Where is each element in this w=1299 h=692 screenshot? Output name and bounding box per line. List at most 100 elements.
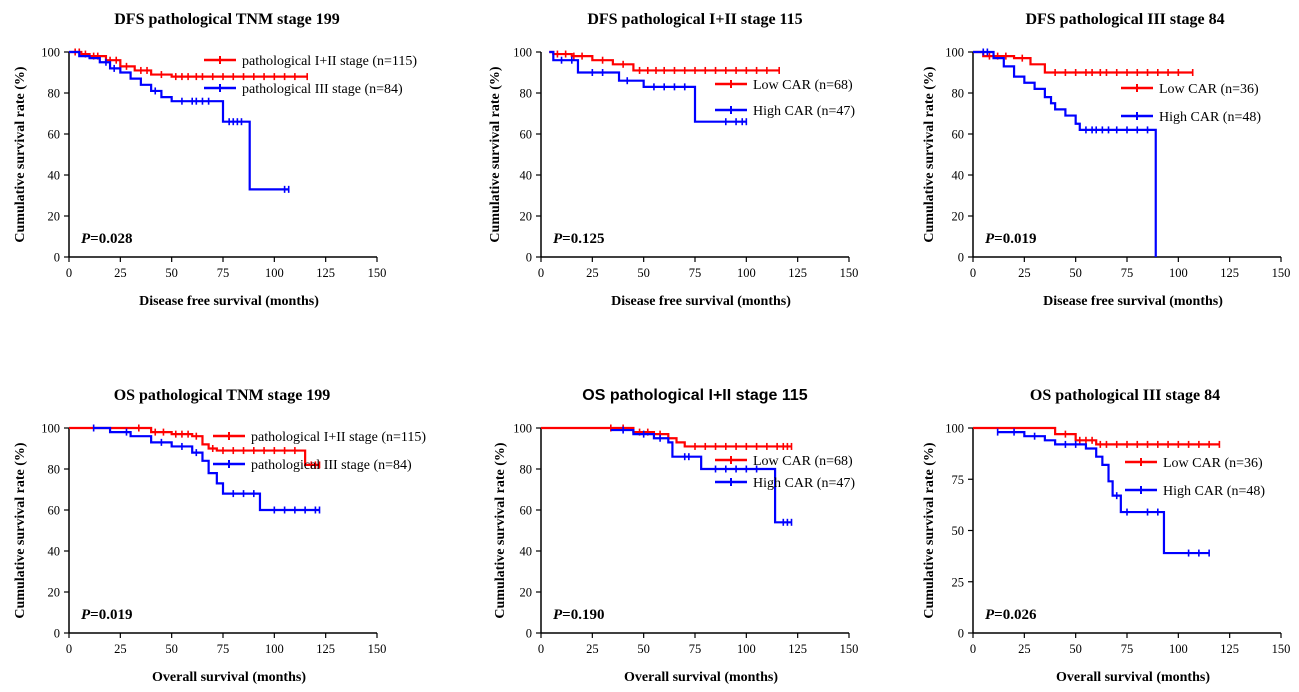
x-tick-label: 150	[840, 642, 859, 656]
p-value: P=0.019	[81, 607, 132, 623]
x-tick-label: 75	[689, 642, 702, 656]
y-tick-label: 60	[48, 128, 61, 142]
chart-title: OS pathological TNM stage 199	[114, 387, 331, 404]
legend-label: High CAR (n=48)	[1163, 484, 1265, 499]
x-tick-label: 0	[538, 642, 544, 656]
p-number: =0.125	[562, 231, 604, 247]
y-tick-label: 100	[945, 422, 964, 436]
x-tick-label: 75	[689, 266, 702, 280]
p-symbol: P	[553, 231, 563, 247]
p-number: =0.019	[90, 607, 132, 623]
p-symbol: P	[985, 231, 995, 247]
y-tick-label: 20	[48, 586, 61, 600]
y-tick-label: 0	[54, 627, 60, 641]
x-axis-label: Disease free survival (months)	[139, 294, 319, 309]
y-tick-label: 75	[952, 473, 965, 487]
y-axis-label: Cumulative survival rate (%)	[922, 442, 937, 618]
survival-curve-2	[549, 50, 747, 123]
x-tick-label: 150	[1272, 266, 1291, 280]
x-tick-label: 50	[637, 642, 650, 656]
y-tick-label: 0	[54, 251, 60, 265]
survival-curve-2	[997, 431, 1210, 555]
survival-curve-1	[69, 426, 320, 466]
survival-curve-1	[541, 426, 792, 448]
y-tick-label: 0	[526, 251, 532, 265]
y-tick-label: 60	[520, 128, 533, 142]
chart-title: DFS pathological TNM stage 199	[114, 11, 339, 28]
legend-label: pathological III stage (n=84)	[242, 82, 403, 97]
chart-title: OS pathological III stage 84	[1030, 387, 1220, 404]
legend-label: Low CAR (n=36)	[1163, 456, 1263, 471]
y-tick-label: 100	[513, 46, 532, 60]
x-tick-label: 25	[586, 642, 599, 656]
legend-label: High CAR (n=47)	[753, 104, 855, 119]
y-axis-label: Cumulative survival rate (%)	[493, 442, 508, 618]
x-tick-label: 150	[368, 266, 387, 280]
x-tick-label: 25	[1018, 266, 1031, 280]
y-tick-label: 0	[958, 627, 964, 641]
x-tick-label: 100	[265, 642, 284, 656]
p-value: P=0.190	[553, 607, 604, 623]
chart-title: DFS pathological I+II stage 115	[587, 11, 802, 28]
p-number: =0.028	[90, 231, 132, 247]
x-tick-label: 0	[66, 266, 72, 280]
y-tick-label: 100	[41, 422, 60, 436]
y-tick-label: 40	[952, 169, 965, 183]
x-tick-label: 75	[217, 642, 230, 656]
x-tick-label: 125	[788, 266, 807, 280]
y-tick-label: 60	[520, 504, 533, 518]
p-value: P=0.019	[985, 231, 1036, 247]
p-symbol: P	[553, 607, 563, 623]
y-tick-label: 40	[520, 169, 533, 183]
survival-curve-2	[69, 50, 289, 191]
y-axis-label: Cumulative survival rate (%)	[922, 66, 937, 242]
p-number: =0.190	[562, 607, 604, 623]
p-value: P=0.026	[985, 607, 1037, 623]
y-tick-label: 80	[520, 463, 533, 477]
chart-panel-6: OS pathological III stage 84 0 25 50 75 100 12…	[922, 387, 1290, 685]
y-tick-label: 80	[520, 87, 533, 101]
x-tick-label: 125	[316, 642, 335, 656]
x-tick-label: 25	[1018, 642, 1031, 656]
x-tick-label: 50	[165, 266, 178, 280]
legend-label: pathological I+II stage (n=115)	[242, 54, 417, 69]
x-axis-label: Disease free survival (months)	[1043, 294, 1223, 309]
chart-panel-5: OS pathological I+II stage 115 0 25 50 75 100…	[493, 387, 858, 685]
y-tick-label: 20	[520, 210, 533, 224]
x-tick-label: 25	[114, 642, 127, 656]
survival-curve-2	[610, 428, 792, 524]
chart-title: DFS pathological III stage 84	[1025, 11, 1224, 28]
x-axis-label: Overall survival (months)	[1056, 670, 1210, 685]
y-tick-label: 80	[48, 463, 61, 477]
y-tick-label: 20	[48, 210, 61, 224]
y-tick-label: 100	[513, 422, 532, 436]
x-tick-label: 0	[970, 642, 976, 656]
p-symbol: P	[81, 607, 91, 623]
p-value: P=0.028	[81, 231, 132, 247]
y-tick-label: 40	[48, 545, 61, 559]
x-tick-label: 100	[737, 642, 756, 656]
y-tick-label: 100	[41, 46, 60, 60]
x-tick-label: 150	[368, 642, 387, 656]
legend-label: High CAR (n=47)	[753, 476, 855, 491]
x-tick-label: 125	[316, 266, 335, 280]
y-tick-label: 80	[48, 87, 61, 101]
y-tick-label: 60	[48, 504, 61, 518]
x-tick-label: 150	[1272, 642, 1291, 656]
x-tick-label: 0	[538, 266, 544, 280]
y-tick-label: 0	[526, 627, 532, 641]
x-tick-label: 75	[1121, 642, 1134, 656]
x-tick-label: 50	[165, 642, 178, 656]
x-tick-label: 50	[637, 266, 650, 280]
legend-label: pathological III stage (n=84)	[251, 458, 412, 473]
y-axis-label: Cumulative survival rate (%)	[13, 442, 28, 618]
x-tick-label: 100	[1169, 266, 1188, 280]
chart-panel-2: DFS pathological I+II stage 115 0 25 50 75 10…	[488, 11, 858, 309]
chart-panel-4: OS pathological TNM stage 199 0 25 50 75 100 1…	[13, 387, 426, 685]
legend-label: Low CAR (n=68)	[753, 454, 853, 469]
x-tick-label: 50	[1069, 266, 1082, 280]
y-tick-label: 0	[958, 251, 964, 265]
y-axis-label: Cumulative survival rate (%)	[488, 66, 503, 242]
survival-curve-2	[93, 426, 320, 512]
